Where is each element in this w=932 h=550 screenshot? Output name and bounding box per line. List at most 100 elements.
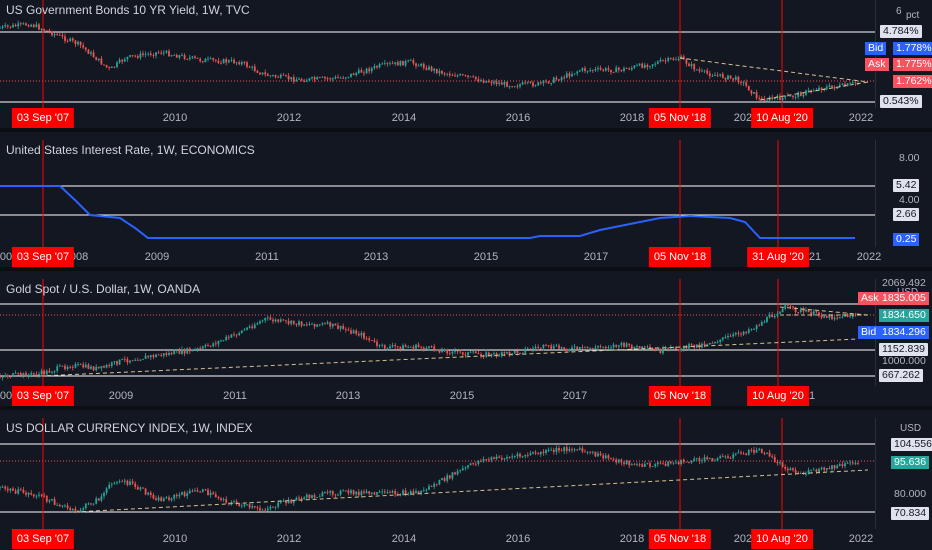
chart-gold[interactable]: [0, 279, 932, 386]
pane-dxy[interactable]: US DOLLAR CURRENCY INDEX, 1W, INDEX USD …: [0, 418, 932, 529]
candle-body: [199, 348, 202, 350]
ask-label: Ask: [858, 292, 882, 305]
candle-body: [831, 85, 833, 87]
candle-body: [428, 346, 430, 348]
time-axis-us10y[interactable]: 8 2010 2012 2014 2016 2018 2020 2022 03 …: [0, 108, 875, 128]
time-axis-dxy[interactable]: 8 2010 2012 2014 2016 2018 2020 2022 03 …: [0, 529, 875, 550]
candle-body: [350, 330, 352, 334]
candle-body: [464, 467, 467, 469]
candle-body: [376, 341, 378, 346]
candle-body: [30, 492, 33, 495]
pane-separator[interactable]: [0, 406, 932, 410]
price-axis[interactable]: [875, 140, 932, 247]
candle-body: [269, 317, 272, 320]
candle-body: [222, 59, 225, 64]
candle-body: [576, 346, 579, 350]
candle-body: [623, 462, 625, 465]
candle-body: [448, 475, 451, 479]
candle-body: [74, 508, 77, 511]
pane-gold[interactable]: Gold Spot / U.S. Dollar, 1W, OANDA 2069.…: [0, 279, 932, 386]
candle-body: [368, 338, 371, 341]
candle-body: [360, 333, 363, 336]
candle-body: [272, 319, 274, 322]
candle-body: [753, 92, 755, 94]
candle-body: [799, 309, 802, 313]
candle-body: [209, 58, 212, 59]
candle-body: [274, 75, 277, 77]
candle-body: [220, 340, 222, 342]
candle-body: [565, 73, 568, 78]
candle-body: [537, 82, 540, 86]
candle-body: [516, 86, 519, 88]
candle-body: [14, 372, 17, 374]
candle-body: [129, 360, 131, 363]
chart-dxy[interactable]: [0, 418, 932, 529]
candle-body: [693, 64, 696, 70]
candle-body: [664, 463, 667, 466]
candle-body: [253, 506, 256, 508]
pane-title: Gold Spot / U.S. Dollar, 1W, OANDA: [6, 282, 201, 296]
chart-us10y[interactable]: [0, 0, 932, 108]
candle-body: [17, 23, 20, 27]
candle-body: [108, 67, 111, 68]
candle-body: [381, 344, 384, 346]
candle-body: [92, 366, 95, 371]
candle-body: [365, 68, 368, 74]
price-axis[interactable]: [875, 418, 932, 529]
pane-us10y[interactable]: US Government Bonds 10 YR Yield, 1W, TVC…: [0, 0, 932, 108]
candle-body: [381, 63, 384, 65]
candle-body: [461, 74, 464, 76]
candle-body: [1, 486, 4, 488]
candle-body: [389, 63, 391, 65]
chart-interest-rate[interactable]: [0, 140, 932, 247]
time-axis-interest-rate[interactable]: 2007 2008 2009 2011 2013 2015 2017 21 20…: [0, 247, 881, 267]
candle-body: [534, 347, 537, 349]
candle-body: [711, 76, 714, 77]
time-axis-gold[interactable]: 2007 2009 2011 2013 2015 2017 1 03 Sep '…: [0, 386, 875, 406]
candle-body: [810, 469, 813, 471]
candle-body: [669, 57, 672, 59]
candle-body: [724, 456, 727, 458]
candle-body: [594, 68, 597, 71]
candle-body: [420, 346, 423, 348]
candle-body: [454, 350, 456, 352]
candle-body: [776, 313, 779, 317]
candle-body: [6, 488, 9, 491]
trend-line: [39, 338, 859, 377]
candle-body: [732, 334, 735, 337]
candle-body: [833, 317, 836, 320]
candle-body: [152, 355, 155, 358]
pane-separator[interactable]: [0, 128, 932, 132]
candle-body: [48, 30, 51, 32]
candle-body: [136, 487, 139, 490]
candle-body: [259, 507, 261, 511]
candle-body: [690, 460, 693, 463]
pane-separator[interactable]: [0, 267, 932, 271]
candle-body: [797, 92, 800, 97]
candle-body: [721, 73, 724, 78]
candle-body: [303, 80, 306, 83]
candle-body: [599, 453, 602, 456]
candle-body: [222, 340, 225, 341]
candle-body: [792, 468, 794, 471]
year-label: 2013: [363, 251, 389, 263]
candle-body: [672, 58, 675, 61]
candle-body: [612, 458, 615, 460]
candle-body: [799, 92, 802, 97]
bid-price: 1.778%: [893, 42, 932, 55]
candle-body: [498, 82, 501, 85]
candle-body: [12, 373, 14, 377]
candle-body: [321, 76, 324, 78]
candle-body: [272, 75, 274, 76]
candle-body: [464, 354, 467, 356]
candle-body: [781, 308, 784, 313]
candle-body: [227, 502, 230, 504]
candle-body: [326, 78, 329, 80]
candle-body: [14, 490, 17, 494]
candle-body: [537, 453, 540, 455]
candle-body: [360, 491, 363, 496]
candle-body: [118, 359, 121, 365]
candle-body: [578, 70, 581, 72]
pane-us-interest-rate[interactable]: United States Interest Rate, 1W, ECONOMI…: [0, 140, 932, 247]
candle-body: [58, 365, 61, 367]
